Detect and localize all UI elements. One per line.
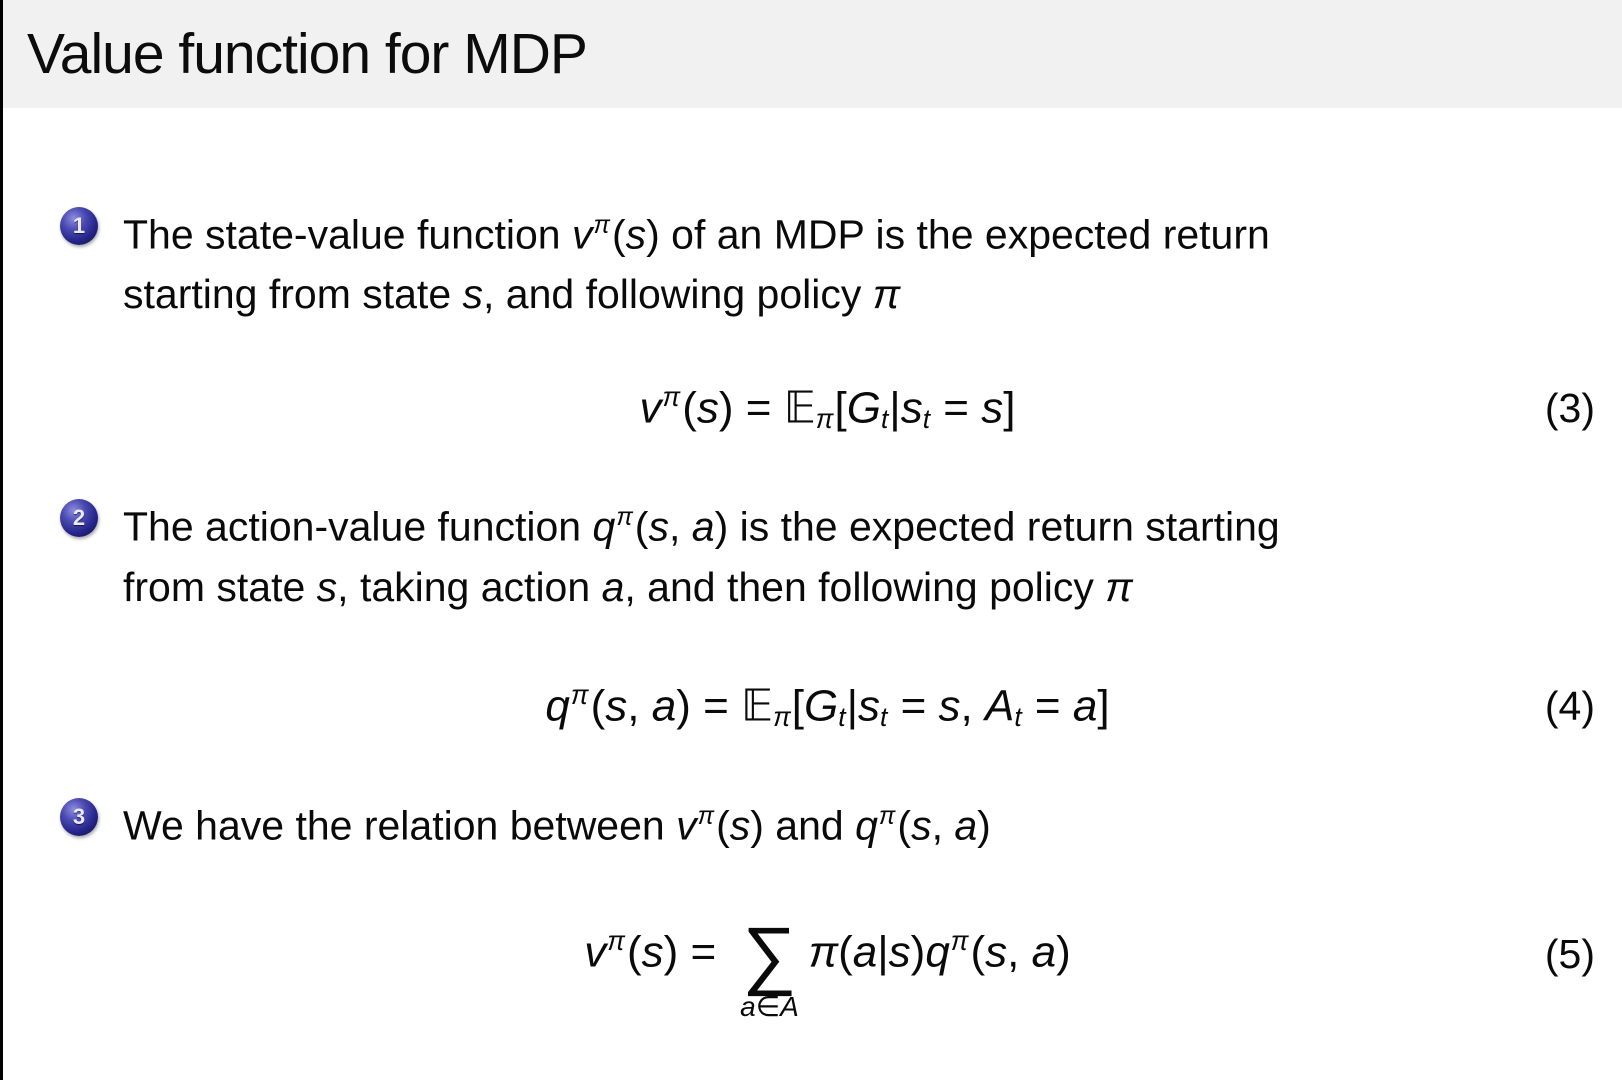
bullet-badge-2-number: 2 bbox=[72, 505, 86, 531]
slide-title-bar: Value function for MDP bbox=[0, 0, 1622, 108]
bullet-badge-1-number: 1 bbox=[72, 213, 86, 238]
bullet-badge-3: 3 bbox=[60, 797, 98, 836]
bullet-badge-2: 2 bbox=[60, 499, 98, 538]
summation-subscript: a∈A bbox=[740, 990, 799, 1022]
bullet-1-line-2: starting from state s, and following pol… bbox=[123, 271, 901, 318]
bullet-3-line-1: We have the relation between vπ(s) and q… bbox=[123, 801, 991, 848]
bullet-2-line-1: The action-value function qπ(s, a) is th… bbox=[123, 503, 1280, 550]
bullet-item-2: 2 The action-value function qπ(s, a) is … bbox=[60, 488, 1595, 616]
bullet-item-3: 3 We have the relation between vπ(s) and… bbox=[60, 787, 1595, 855]
summation-symbol: ∑ a∈A bbox=[740, 911, 799, 1022]
equation-5-number: (5) bbox=[1544, 931, 1595, 978]
equation-5-row: vπ(s) = ∑ a∈A π(a|s)qπ(s, a) (5) bbox=[60, 900, 1595, 1022]
equation-3-number: (3) bbox=[1544, 384, 1595, 431]
slide-title: Value function for MDP bbox=[27, 22, 588, 86]
bullet-item-1: 1 The state-value function vπ(s) of an M… bbox=[60, 196, 1595, 324]
equation-5: vπ(s) = ∑ a∈A π(a|s)qπ(s, a) bbox=[584, 911, 1071, 1022]
equation-3: vπ(s) = 𝔼π[Gt|st = s] bbox=[639, 381, 1016, 434]
bullet-text-2: The action-value function qπ(s, a) is th… bbox=[123, 488, 1280, 616]
bullet-text-1: The state-value function vπ(s) of an MDP… bbox=[123, 196, 1270, 324]
bullet-text-3: We have the relation between vπ(s) and q… bbox=[123, 787, 991, 855]
bullet-2-line-2: from state s, taking action a, and then … bbox=[123, 563, 1133, 610]
equation-3-row: vπ(s) = 𝔼π[Gt|st = s] (3) bbox=[60, 366, 1595, 450]
slide-content: 1 The state-value function vπ(s) of an M… bbox=[0, 196, 1622, 1022]
slide-left-border bbox=[0, 0, 3, 1080]
equation-4: qπ(s, a) = 𝔼π[Gt|st = s, At = a] bbox=[545, 679, 1110, 733]
equation-4-row: qπ(s, a) = 𝔼π[Gt|st = s, At = a] (4) bbox=[60, 665, 1595, 749]
bullet-badge-1: 1 bbox=[60, 207, 98, 245]
equation-4-number: (4) bbox=[1544, 683, 1595, 729]
bullet-1-line-1: The state-value function vπ(s) of an MDP… bbox=[123, 211, 1270, 258]
bullet-badge-3-number: 3 bbox=[72, 803, 86, 829]
